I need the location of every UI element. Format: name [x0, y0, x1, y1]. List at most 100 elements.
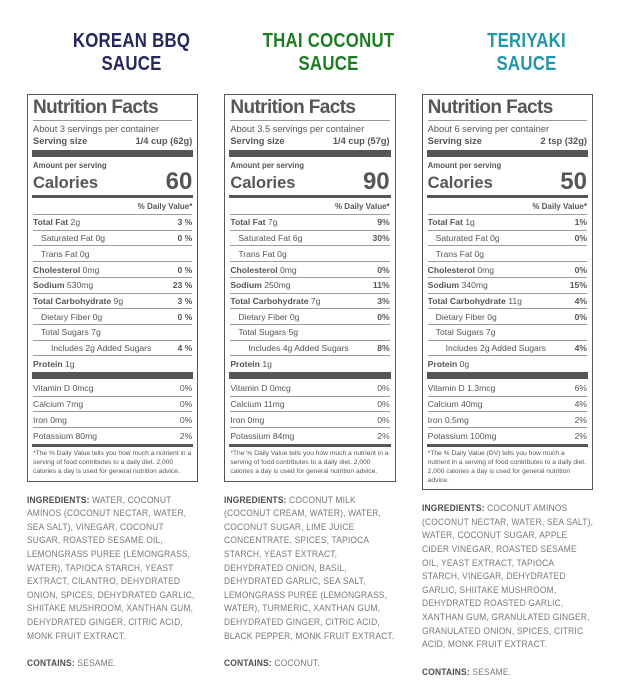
vitamin-row-left: Potassium 84mg — [230, 431, 294, 441]
nutrient-name: Includes 2g Added Sugars — [51, 343, 152, 354]
nutrient-daily-value: 3% — [377, 295, 390, 306]
nutrient-row-left: Trans Fat 0g — [230, 249, 286, 259]
nutrient-row-left: Trans Fat 0g — [33, 249, 89, 259]
nutrient-name: Includes 2g Added Sugars — [445, 343, 546, 354]
vitamin-daily-value: 2% — [179, 430, 193, 441]
ingredients-label: INGREDIENTS: — [421, 503, 485, 515]
nutrient-name: Protein — [230, 358, 260, 369]
nutrient-row-left: Sodium 250mg — [230, 280, 290, 290]
calories-value: 60 — [165, 167, 193, 195]
nutrient-daily-value: 3 % — [177, 217, 193, 228]
contains-line: CONTAINS: SESAME. — [422, 666, 593, 680]
vitamin-row-left: Iron 0mg — [33, 415, 67, 425]
vitamin-daily-value: 0% — [179, 383, 193, 394]
vitamin-amount: 0.5mg — [442, 414, 469, 425]
nutrient-row: Total Fat 1g 1% — [427, 214, 587, 230]
nutrient-amount: 11g — [505, 295, 522, 306]
nutrient-row-left: Cholesterol 0mg — [428, 265, 494, 275]
vitamin-daily-value: 2% — [377, 430, 390, 441]
ingredients-text: COCONUT AMINOS (COCONUT NECTAR, WATER, S… — [421, 503, 593, 651]
serving-size-row: Serving size 1/4 cup (57g) — [230, 135, 389, 150]
nutrient-row-left: Dietary Fiber 0g — [33, 312, 102, 322]
nutrient-amount: 0g — [472, 248, 485, 259]
vitamin-name: Potassium — [427, 430, 468, 441]
nutrient-amount: 340mg — [459, 280, 488, 291]
nutrient-row: Protein 0g — [427, 355, 587, 371]
nutrient-daily-value: 0% — [574, 264, 587, 275]
nutrient-name: Sodium — [230, 280, 262, 291]
vitamin-amount: 7mg — [64, 399, 84, 410]
medium-divider-bar — [426, 194, 588, 199]
vitamin-amount: 0mg — [47, 414, 67, 425]
nutrient-row-left: Total Carbohydrate 11g — [428, 296, 522, 306]
vitamin-row: Vitamin D 0mcg 0% — [33, 381, 192, 396]
thick-divider-bar — [229, 372, 391, 380]
serving-size-value: 1/4 cup (62g) — [135, 135, 193, 146]
nutrient-daily-value: 0% — [574, 311, 587, 322]
product-title-line2: SAUCE — [101, 51, 162, 75]
nutrient-daily-value: 0 % — [177, 311, 193, 322]
nutrient-name: Total Fat — [427, 217, 463, 228]
contains-text: COCONUT. — [274, 658, 321, 670]
contains-text: SESAME. — [472, 666, 511, 678]
nutrient-amount: 0g — [93, 233, 106, 244]
nutrient-amount: 0mg — [474, 264, 495, 275]
vitamin-name: Vitamin D — [33, 383, 71, 394]
nutrient-row-left: Protein 1g — [33, 359, 75, 369]
vitamin-amount: 100mg — [467, 430, 497, 441]
vitamin-row: Vitamin D 1.3mcg 6% — [428, 381, 587, 396]
contains-line: CONTAINS: COCONUT. — [224, 657, 395, 671]
nutrient-name: Total Fat — [230, 217, 266, 228]
calories-label: Calories — [230, 174, 296, 193]
nutrient-row: Total Sugars 7g — [33, 323, 193, 340]
product-title-line1: THAI COCONUT — [262, 29, 395, 52]
nutrient-row: Saturated Fat 6g 30% — [230, 229, 390, 246]
product-title: KOREAN BBQ SAUCE — [46, 29, 217, 76]
nutrient-amount: 0g — [457, 358, 470, 369]
product-column: KOREAN BBQ SAUCE Nutrition Facts About 3… — [27, 29, 199, 680]
vitamin-name: Potassium — [230, 430, 271, 441]
nutrient-amount: 0g — [287, 311, 300, 322]
vitamin-daily-value: 0% — [179, 399, 193, 410]
nutrient-row-left: Includes 2g Added Sugars — [33, 343, 151, 353]
medium-divider-bar — [229, 443, 391, 448]
vitamin-row-left: Vitamin D 0mcg — [33, 383, 94, 393]
nutrient-amount: 530mg — [64, 280, 94, 291]
vitamin-row: Iron 0mg 0% — [33, 411, 193, 427]
nutrient-row-left: Total Carbohydrate 7g — [230, 296, 320, 306]
serving-size-row: Serving size 1/4 cup (62g) — [33, 135, 192, 150]
vitamin-row: Potassium 84mg 2% — [230, 427, 390, 443]
nutrient-daily-value: 4% — [574, 343, 587, 354]
product-title: TERIYAKI SAUCE — [440, 29, 611, 76]
nutrient-row-left: Includes 4g Added Sugars — [230, 343, 348, 353]
nutrient-row-left: Protein 1g — [230, 359, 272, 369]
nutrient-amount: 7g — [308, 295, 321, 306]
contains-label: CONTAINS: — [421, 666, 470, 678]
nutrient-name: Saturated Fat — [435, 233, 488, 244]
nutrient-amount: 0g — [90, 311, 103, 322]
nutrient-amount: 5g — [286, 327, 299, 338]
nutrient-row: Dietary Fiber 0g 0% — [230, 308, 390, 324]
nutrition-facts-panel: Nutrition Facts About 3 servings per con… — [27, 93, 199, 482]
calories-label: Calories — [427, 174, 493, 193]
product-column: THAI COCONUT SAUCE Nutrition Facts About… — [224, 29, 396, 680]
nutrient-daily-value: 0% — [377, 311, 390, 322]
nutrient-row: Dietary Fiber 0g 0% — [427, 308, 587, 324]
nutrient-name: Trans Fat — [238, 248, 275, 259]
nutrient-amount: 7g — [265, 217, 278, 228]
nutrient-row-left: Protein 0g — [428, 359, 470, 369]
calories-row: Calories 90 — [230, 169, 389, 194]
calories-row: Calories 50 — [427, 169, 587, 194]
nutrient-name: Sodium — [427, 280, 460, 291]
nutrient-name: Total Carbohydrate — [427, 295, 506, 306]
nutrient-row: Total Carbohydrate 7g 3% — [230, 292, 390, 309]
nutrient-row-left: Dietary Fiber 0g — [428, 312, 497, 322]
nutrient-daily-value: 30% — [372, 233, 390, 244]
nutrient-row-left: Sodium 340mg — [428, 280, 488, 290]
vitamin-daily-value: 0% — [377, 399, 390, 410]
nutrient-name: Trans Fat — [41, 248, 78, 259]
vitamin-row: Calcium 11mg 0% — [230, 395, 390, 412]
nutrient-amount: 0mg — [277, 264, 297, 275]
product-title: THAI COCONUT SAUCE — [243, 29, 414, 76]
nutrient-row: Trans Fat 0g — [427, 245, 587, 261]
